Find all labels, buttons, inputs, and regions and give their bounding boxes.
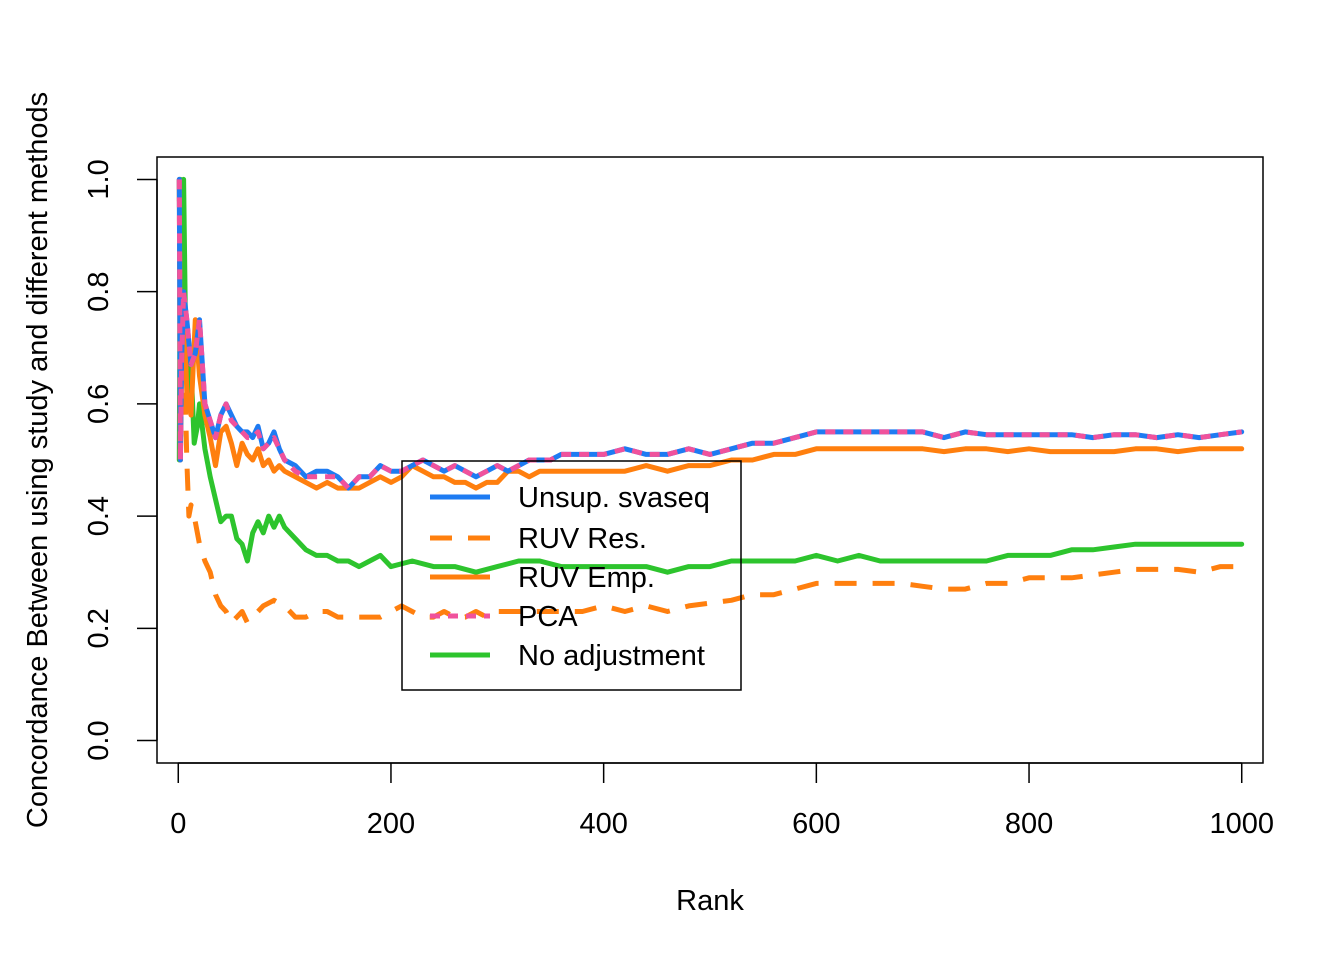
y-tick-label: 0.2 xyxy=(83,608,115,648)
series-line-2 xyxy=(176,176,1245,491)
y-tick-label: 0.0 xyxy=(83,720,115,760)
y-tick-label: 1.0 xyxy=(83,159,115,199)
legend-box xyxy=(401,460,742,691)
x-tick-label: 0 xyxy=(170,808,186,840)
y-axis: 0.0 0.2 0.4 0.6 0.8 1.0 xyxy=(83,159,158,761)
x-axis-label: Rank xyxy=(676,885,744,917)
y-tick-label: 0.8 xyxy=(83,272,115,312)
x-axis: 0 200 400 600 800 1000 xyxy=(170,762,1274,840)
series-line-1 xyxy=(176,179,1242,626)
legend-label-1: RUV Res. xyxy=(518,523,647,555)
y-axis-label: Concordance Between using study and diff… xyxy=(22,92,54,828)
legend-label-2: RUV Emp. xyxy=(518,562,655,594)
x-tick-label: 800 xyxy=(1005,808,1053,840)
series-line-4 xyxy=(176,176,1245,575)
legend-label-0: Unsup. svaseq xyxy=(518,482,710,514)
legend-label-4: No adjustment xyxy=(518,640,705,672)
series-line-3 xyxy=(176,179,1243,491)
legend: Unsup. svaseq RUV Res. RUV Emp. PCA No adjus… xyxy=(401,460,742,691)
y-tick-label: 0.4 xyxy=(83,496,115,536)
x-tick-label: 200 xyxy=(367,808,415,840)
legend-entries: Unsup. svaseq RUV Res. RUV Emp. PCA No adjus… xyxy=(430,482,710,672)
y-tick-label: 0.6 xyxy=(83,384,115,424)
x-tick-label: 400 xyxy=(579,808,627,840)
x-tick-label: 600 xyxy=(792,808,840,840)
legend-label-3: PCA xyxy=(518,601,578,633)
x-tick-label: 1000 xyxy=(1209,808,1274,840)
series-layer xyxy=(176,176,1245,626)
